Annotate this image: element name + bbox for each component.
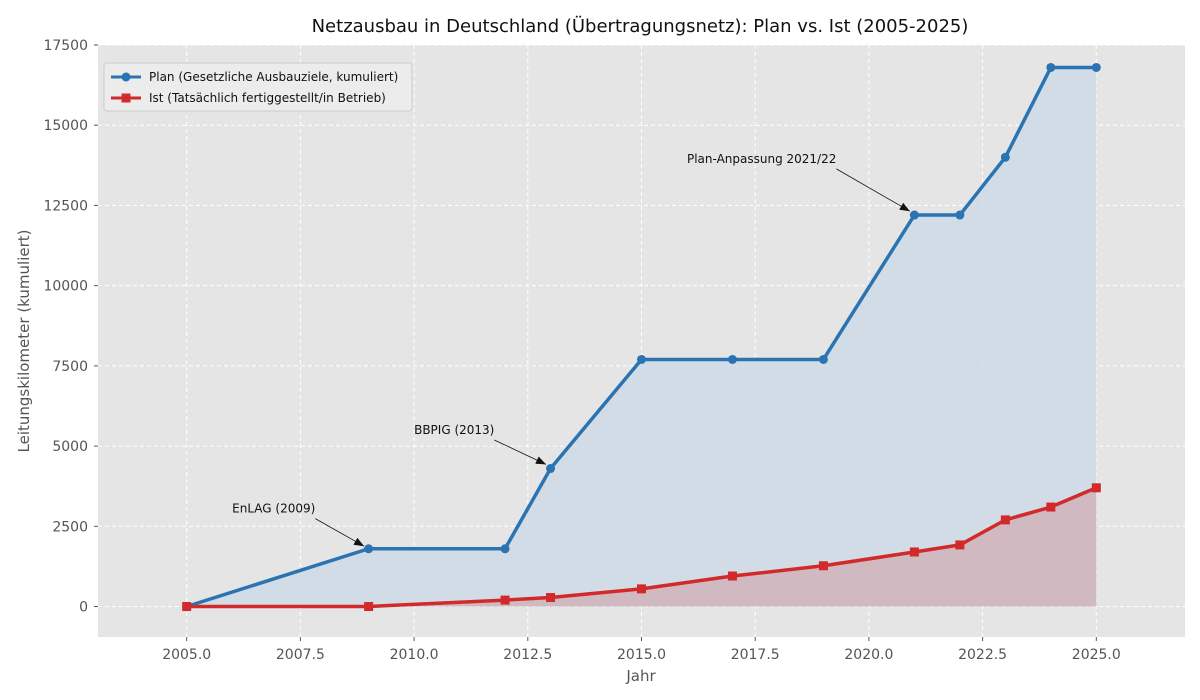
y-tick-label: 12500 <box>43 198 88 214</box>
legend-marker-plan <box>121 72 131 82</box>
annotation-label: Plan-Anpassung 2021/22 <box>687 152 836 166</box>
data-point-plan <box>637 354 646 364</box>
y-tick-label: 2500 <box>52 519 88 535</box>
x-tick-label: 2020.0 <box>844 647 893 663</box>
data-point-plan <box>1046 62 1056 72</box>
x-tick-label: 2015.0 <box>617 647 666 663</box>
data-point-plan <box>955 210 965 220</box>
data-point-ist <box>546 593 556 603</box>
series-fills <box>186 67 1097 607</box>
legend-marker-ist <box>121 93 131 103</box>
annotation-label: EnLAG (2009) <box>232 502 315 516</box>
series-points <box>182 62 1101 612</box>
data-point-plan <box>546 464 556 474</box>
data-point-plan <box>909 210 919 220</box>
annotations: EnLAG (2009) BBPIG (2013) Plan-Anpassung 2… <box>232 152 911 547</box>
annotation-label: BBPIG (2013) <box>414 423 494 437</box>
data-point-plan <box>1000 152 1010 162</box>
series-line-plan <box>186 65 1097 609</box>
data-point-ist <box>182 602 192 612</box>
legend: Plan (Gesetzliche Ausbauziele, kumuliert… <box>103 62 413 112</box>
y-tick-label: 15000 <box>43 118 88 134</box>
annotation-arrow <box>315 518 365 547</box>
series-lines <box>186 65 1097 609</box>
y-tick-label: 17500 <box>43 38 88 54</box>
y-tick-label: 7500 <box>52 359 88 375</box>
x-axis-ticks: 2005.0 2007.5 2010.0 2012.5 2015.0 2017.5 2020… <box>162 637 1121 663</box>
data-point-ist <box>909 547 919 557</box>
data-point-ist <box>500 595 510 605</box>
y-axis-ticks: 0 2500 5000 7500 10000 12500 15000 17500 <box>43 38 98 616</box>
x-tick-label: 2012.5 <box>503 647 552 663</box>
data-point-plan <box>364 544 374 554</box>
area-fill-plan <box>186 67 1097 607</box>
y-tick-label: 5000 <box>52 439 88 455</box>
data-point-plan <box>500 544 510 554</box>
x-tick-label: 2010.0 <box>390 647 439 663</box>
y-tick-label: 0 <box>79 600 88 616</box>
data-point-plan <box>818 354 828 364</box>
data-point-ist <box>364 602 374 612</box>
legend-box <box>103 62 413 112</box>
data-point-ist <box>818 561 828 571</box>
x-tick-label: 2022.5 <box>958 647 1007 663</box>
chart-title: Netzausbau in Deutschland (Übertragungsn… <box>312 15 969 37</box>
x-axis-label: Jahr <box>625 667 656 685</box>
data-point-ist <box>1046 502 1056 512</box>
legend-entry-plan: Plan (Gesetzliche Ausbauziele, kumuliert… <box>149 70 398 84</box>
y-axis-label: Leitungskilometer (kumuliert) <box>15 230 33 453</box>
x-tick-label: 2025.0 <box>1072 647 1121 663</box>
data-point-ist <box>637 584 646 594</box>
x-tick-label: 2017.5 <box>731 647 780 663</box>
annotation-arrow <box>836 168 911 212</box>
x-tick-label: 2005.0 <box>162 647 211 663</box>
data-point-plan <box>727 354 737 364</box>
legend-entry-ist: Ist (Tatsächlich fertiggestellt/in Betri… <box>149 91 386 105</box>
annotation-arrow <box>494 439 547 465</box>
y-tick-label: 10000 <box>43 279 88 295</box>
data-point-ist <box>955 540 965 550</box>
data-point-plan <box>1091 62 1101 72</box>
data-point-ist <box>1000 515 1010 525</box>
series-line-ist <box>186 486 1097 609</box>
area-fill-ist <box>186 487 1097 607</box>
data-point-ist <box>1091 483 1101 493</box>
data-point-ist <box>727 571 737 581</box>
x-tick-label: 2007.5 <box>276 647 325 663</box>
